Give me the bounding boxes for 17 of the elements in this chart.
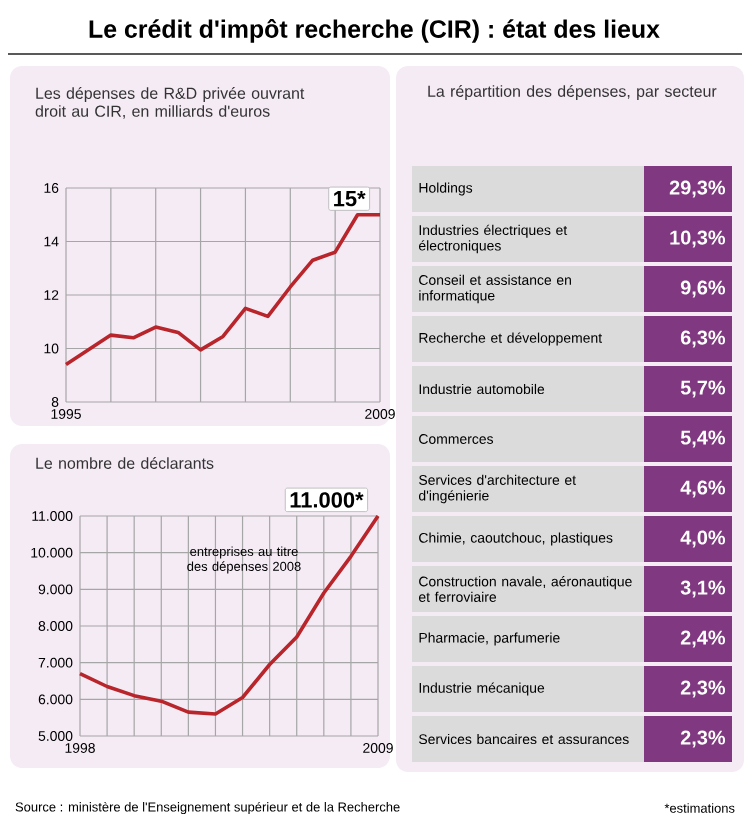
- text: 3,1%: [680, 580, 726, 598]
- text: 2,3%: [680, 730, 726, 748]
- annotation: 15*: [334, 191, 366, 207]
- text: 5,4%: [680, 430, 726, 448]
- text: 2,3%: [680, 680, 726, 698]
- text: 4,0%: [680, 530, 726, 548]
- line-series: [64, 212, 382, 367]
- chart-title: Le crédit d'impôt recherche (CIR) : état des lieux: [89, 19, 660, 43]
- annotation: 11.000*: [290, 492, 364, 508]
- line-series: [78, 514, 380, 716]
- text: 2,4%: [680, 630, 726, 648]
- text: 6,3%: [680, 330, 726, 348]
- text: 10,3%: [670, 230, 726, 248]
- text: 9,6%: [680, 280, 726, 298]
- text: 5,7%: [680, 380, 726, 398]
- text: 29,3%: [669, 180, 726, 198]
- text: 4,6%: [680, 480, 726, 498]
